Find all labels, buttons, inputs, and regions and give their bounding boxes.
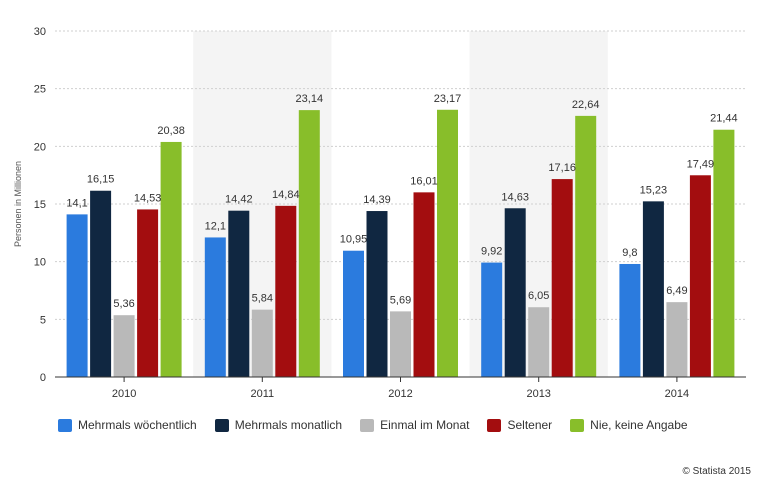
- data-label: 12,1: [205, 220, 226, 232]
- bar: [137, 209, 159, 377]
- legend-swatch: [214, 418, 229, 432]
- legend-item[interactable]: Seltener: [487, 418, 552, 432]
- bar: [528, 307, 550, 377]
- data-label: 5,84: [252, 293, 273, 305]
- legend-label: Einmal im Monat: [380, 418, 470, 432]
- data-label: 20,38: [157, 125, 185, 137]
- x-tick-label: 2013: [526, 388, 550, 400]
- bar: [66, 214, 88, 377]
- x-axis-ticks: 2010 2011 2012 2013 2014: [112, 377, 689, 400]
- data-label: 14,63: [501, 191, 529, 203]
- y-tick-label: 20: [34, 141, 46, 153]
- data-label: 22,64: [572, 99, 600, 111]
- y-tick-label: 5: [40, 314, 46, 326]
- bar: [713, 129, 735, 377]
- data-label: 21,44: [710, 113, 738, 125]
- bars: [66, 109, 735, 378]
- data-label: 9,92: [481, 246, 502, 258]
- y-tick-label: 0: [40, 372, 46, 384]
- y-tick-label: 25: [34, 84, 46, 96]
- legend-item[interactable]: Mehrmals wöchentlich: [58, 418, 197, 432]
- data-label: 5,69: [390, 294, 411, 306]
- bar: [160, 141, 182, 377]
- bar: [551, 179, 573, 377]
- legend-swatch: [360, 418, 375, 432]
- data-label: 14,84: [272, 189, 300, 201]
- data-label: 9,8: [622, 247, 637, 259]
- y-tick-label: 10: [34, 257, 46, 269]
- bar: [228, 210, 250, 377]
- bar: [366, 211, 388, 377]
- bar: [642, 201, 664, 377]
- data-labels: 14,116,15 5,36 14,53 20,38 12,1 14,42 5,84 14,8…: [66, 93, 737, 310]
- data-label: 10,95: [340, 234, 368, 246]
- data-label: 23,14: [296, 93, 324, 105]
- bar: [343, 250, 364, 377]
- bar: [666, 302, 688, 377]
- bar: [689, 175, 711, 377]
- data-label: 17,49: [687, 158, 715, 170]
- bar: [504, 208, 526, 377]
- bar: [298, 110, 320, 378]
- gridlines: [55, 30, 746, 320]
- legend-label: Mehrmals wöchentlich: [78, 418, 197, 432]
- bar: [390, 311, 411, 377]
- credit-text: © Statista 2015: [682, 466, 751, 477]
- bar: [413, 192, 435, 377]
- data-label: 23,17: [434, 93, 462, 105]
- bar: [251, 309, 273, 377]
- data-label: 14,1: [66, 197, 87, 209]
- x-tick-label: 2011: [250, 388, 274, 400]
- y-tick-label: 30: [34, 26, 46, 38]
- x-tick-label: 2014: [665, 388, 689, 400]
- y-tick-label: 15: [34, 199, 46, 211]
- legend-swatch: [58, 418, 72, 432]
- legend: Mehrmals wöchentlich Mehrmals monatlich Ei…: [58, 418, 706, 432]
- y-axis-label: Personen in Millionen: [13, 161, 23, 247]
- legend-label: Nie, keine Angabe: [590, 418, 688, 432]
- data-label: 15,23: [640, 184, 668, 196]
- data-label: 14,42: [225, 194, 253, 206]
- data-label: 16,01: [410, 175, 438, 187]
- bar: [204, 237, 226, 377]
- bar: [275, 205, 297, 377]
- data-label: 14,39: [363, 194, 391, 206]
- bar: [437, 109, 458, 377]
- bar: [575, 115, 597, 378]
- legend-label: Seltener: [507, 418, 553, 432]
- bar: [90, 190, 112, 377]
- data-label: 14,53: [134, 192, 162, 204]
- bar: [619, 263, 641, 377]
- data-label: 16,15: [87, 174, 115, 186]
- legend-item[interactable]: Einmal im Monat: [360, 418, 469, 432]
- legend-item[interactable]: Mehrmals monatlich: [214, 418, 343, 432]
- legend-item[interactable]: Nie, keine Angabe: [570, 418, 688, 432]
- data-label: 6,49: [666, 285, 687, 297]
- x-tick-label: 2010: [112, 388, 136, 400]
- data-label: 17,16: [548, 162, 576, 174]
- x-tick-label: 2012: [388, 388, 412, 400]
- bar: [481, 262, 503, 377]
- y-axis-ticks: 0 5 10 15 20 25 30: [34, 26, 46, 384]
- legend-label: Mehrmals monatlich: [234, 418, 343, 432]
- bar: [113, 315, 135, 377]
- legend-swatch: [570, 418, 585, 432]
- data-label: 6,05: [528, 290, 549, 302]
- legend-swatch: [487, 418, 502, 432]
- data-label: 5,36: [113, 298, 134, 310]
